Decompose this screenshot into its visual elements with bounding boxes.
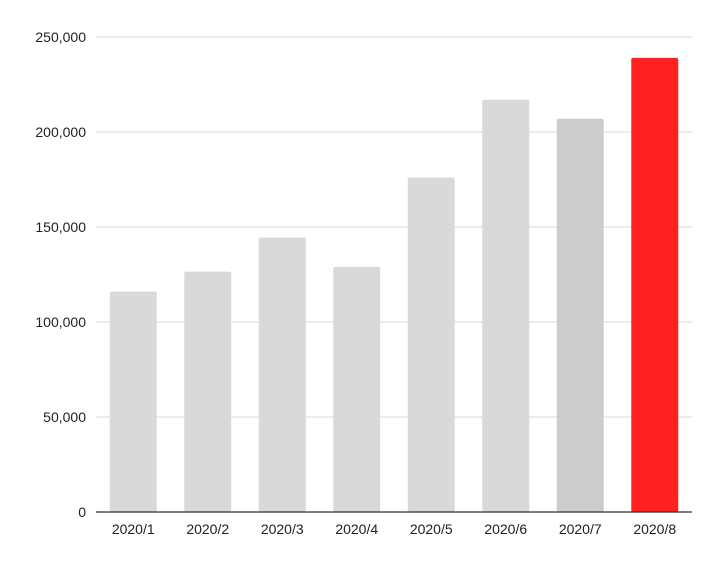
x-tick-label: 2020/3 bbox=[261, 521, 304, 537]
bar-2020/1 bbox=[109, 291, 157, 512]
x-tick-label: 2020/7 bbox=[559, 521, 602, 537]
y-axis-tick-labels: 0 50,000 100,000 150,000 200,000 250,000 bbox=[35, 29, 86, 520]
bar-2020/7 bbox=[556, 118, 604, 512]
y-tick-label: 50,000 bbox=[43, 409, 86, 425]
bar-2020/3 bbox=[258, 237, 306, 512]
x-tick-label: 2020/8 bbox=[633, 521, 676, 537]
bars bbox=[109, 57, 679, 513]
bar-2020/5 bbox=[407, 177, 455, 512]
x-tick-label: 2020/4 bbox=[335, 521, 378, 537]
y-tick-label: 150,000 bbox=[35, 219, 86, 235]
y-tick-label: 250,000 bbox=[35, 29, 86, 45]
x-tick-label: 2020/6 bbox=[484, 521, 527, 537]
y-tick-label: 0 bbox=[78, 504, 86, 520]
x-tick-label: 2020/5 bbox=[410, 521, 453, 537]
bar-2020/4 bbox=[333, 266, 381, 512]
bar-2020/8 bbox=[631, 57, 679, 513]
x-tick-label: 2020/2 bbox=[186, 521, 229, 537]
bar-2020/6 bbox=[482, 99, 530, 512]
y-tick-label: 100,000 bbox=[35, 314, 86, 330]
y-tick-label: 200,000 bbox=[35, 124, 86, 140]
bar-2020/2 bbox=[184, 271, 232, 512]
x-tick-label: 2020/1 bbox=[112, 521, 155, 537]
x-axis-tick-labels: 2020/1 2020/2 2020/3 2020/4 2020/5 2020/6 2020… bbox=[112, 521, 677, 537]
